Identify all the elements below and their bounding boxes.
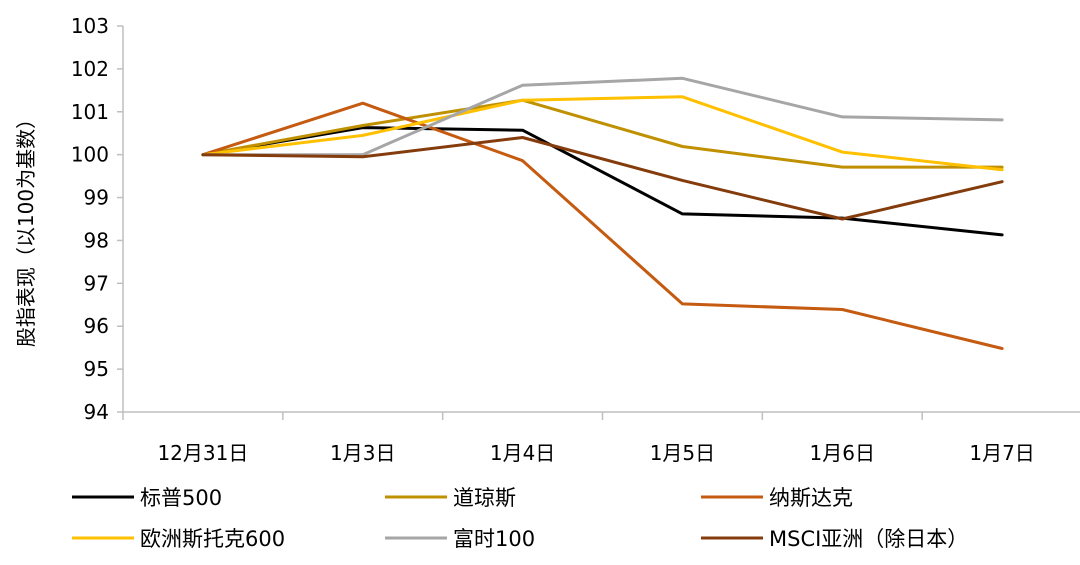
- series-line: [201, 98, 1004, 169]
- legend-label: 富时100: [453, 527, 535, 551]
- legend-label: 纳斯达克: [769, 486, 853, 510]
- legend-label: MSCI亚洲（除日本）: [769, 527, 968, 551]
- x-tick-label: 1月5日: [650, 441, 715, 465]
- series-line: [201, 136, 1004, 221]
- series-line: [201, 101, 1004, 350]
- x-tick-label: 1月6日: [810, 441, 875, 465]
- series-line: [201, 126, 1004, 237]
- plot-area: [201, 76, 1004, 350]
- x-tick-label: 12月31日: [157, 441, 248, 465]
- y-tick-label: 101: [71, 100, 109, 124]
- x-axis: 12月31日 1月3日 1月4日 1月5日 1月6日 1月7日: [122, 411, 1080, 465]
- y-tick-label: 96: [84, 314, 109, 338]
- legend-label: 欧洲斯托克600: [140, 527, 285, 551]
- y-tick-label: 94: [84, 400, 109, 424]
- y-tick-label: 100: [71, 143, 109, 167]
- x-tick-label: 1月4日: [490, 441, 555, 465]
- x-tick-label: 1月7日: [969, 441, 1034, 465]
- y-tick-label: 97: [84, 271, 109, 295]
- series-line: [201, 95, 1004, 172]
- y-tick-label: 102: [71, 57, 109, 81]
- y-axis-label: 股指表现（以100为基数）: [14, 109, 38, 347]
- series-line: [201, 76, 1004, 157]
- x-tick-label: 1月3日: [330, 441, 395, 465]
- y-tick-label: 95: [84, 357, 109, 381]
- y-tick-label: 103: [71, 14, 109, 38]
- legend-label: 标普500: [140, 486, 222, 510]
- y-tick-label: 98: [84, 228, 109, 252]
- legend-label: 道琼斯: [453, 486, 516, 510]
- y-tick-label: 99: [84, 186, 109, 210]
- y-axis: 94 95 96 97 98 99 100 101 102 103: [71, 14, 124, 424]
